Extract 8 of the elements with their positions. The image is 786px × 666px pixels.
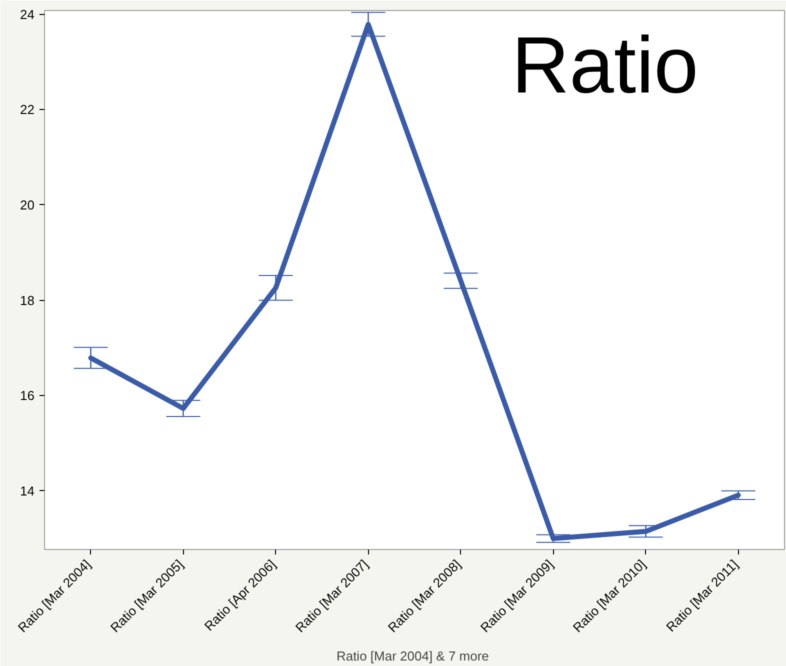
y-tick-label: 16 [20,388,35,404]
y-tick-label: 20 [20,197,35,212]
y-tick-label: 18 [20,292,35,308]
y-tick-label: 24 [20,6,35,22]
y-tick-label: 22 [20,102,35,118]
x-axis-title: Ratio [Mar 2004] & 7 more [336,648,489,664]
y-tick-label: 14 [20,483,35,498]
annotation: Ratio [512,20,698,110]
